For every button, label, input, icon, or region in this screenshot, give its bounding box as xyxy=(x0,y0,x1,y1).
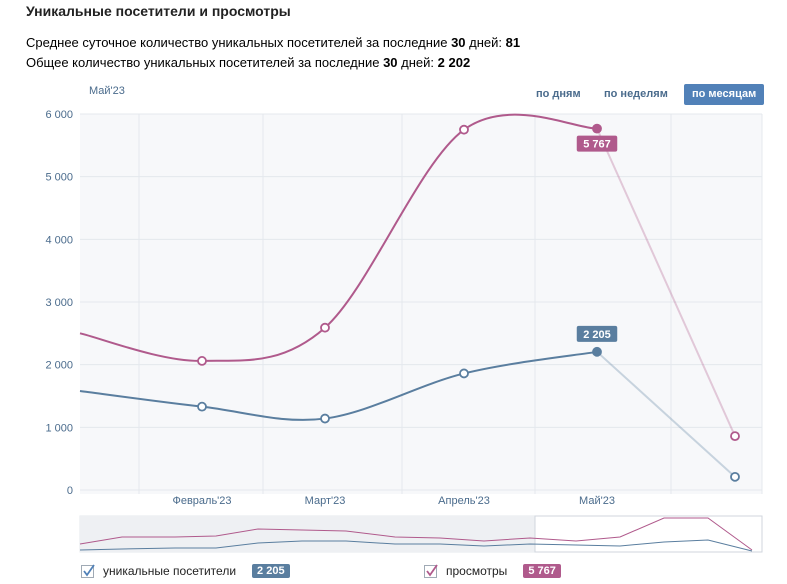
check-icon xyxy=(83,563,95,577)
y-tick-label: 3 000 xyxy=(45,297,73,309)
x-tick-label: Апрель'23 xyxy=(438,495,490,507)
y-tick-label: 1 000 xyxy=(45,422,73,434)
legend-item-visitors[interactable]: уникальные посетители 2 205 xyxy=(81,563,290,578)
average-daily-visitors: Среднее суточное количество уникальных п… xyxy=(26,35,521,50)
data-point-views[interactable] xyxy=(197,356,207,366)
data-point-views[interactable] xyxy=(730,431,740,442)
y-tick-label: 0 xyxy=(67,485,73,497)
data-point-visitors[interactable] xyxy=(320,413,330,424)
series-line-views xyxy=(79,113,598,362)
chart-title: Уникальные посетители и просмотры xyxy=(26,3,291,19)
y-tick-label: 2 000 xyxy=(45,360,73,372)
data-point-visitors[interactable] xyxy=(592,346,602,357)
y-tick-label: 6 000 xyxy=(45,109,73,121)
by-days-button[interactable]: по дням xyxy=(536,88,581,100)
period-label: Май'23 xyxy=(89,85,125,97)
tooltip-box-views xyxy=(576,135,618,152)
data-point-views[interactable] xyxy=(320,322,330,333)
y-tick-label: 5 000 xyxy=(45,172,73,184)
tooltip-box-visitors xyxy=(576,325,618,342)
data-point-views[interactable] xyxy=(592,123,602,134)
plot-area xyxy=(80,114,762,494)
series-line-forecast-views xyxy=(596,128,736,437)
series-line-forecast-visitors xyxy=(596,351,736,478)
data-point-visitors[interactable] xyxy=(459,368,469,379)
navigator-unselected-area xyxy=(80,516,535,552)
navigator-line-visitors xyxy=(79,539,753,552)
by-weeks-button[interactable]: по неделям xyxy=(604,88,668,100)
legend-badge-visitors: 2 205 xyxy=(252,564,290,578)
legend-badge-views: 5 767 xyxy=(523,564,561,578)
tooltip-label-views: 5 767 xyxy=(583,139,611,151)
data-point-views[interactable] xyxy=(459,124,469,135)
navigator-line-views xyxy=(79,517,753,551)
legend-label-views: просмотры xyxy=(446,564,508,578)
x-tick-label: Февраль'23 xyxy=(172,495,231,507)
check-icon xyxy=(426,563,438,577)
visitors-checkbox[interactable] xyxy=(81,563,95,578)
navigator-window[interactable] xyxy=(534,515,763,553)
x-tick-label: Май'23 xyxy=(579,495,615,507)
total-visitors: Общее количество уникальных посетителей … xyxy=(26,55,471,70)
data-point-visitors[interactable] xyxy=(730,471,740,482)
legend-item-views[interactable]: просмотры 5 767 xyxy=(424,563,561,578)
x-tick-label: Март'23 xyxy=(305,495,346,507)
y-tick-label: 4 000 xyxy=(45,234,73,246)
legend-label-visitors: уникальные посетители xyxy=(103,564,237,578)
line-chart: 0 1 000 2 000 3 000 4 000 5 000 6 000 Февраль'… xyxy=(45,109,763,553)
tooltip-label-visitors: 2 205 xyxy=(583,329,611,341)
data-point-visitors[interactable] xyxy=(197,401,207,412)
views-checkbox[interactable] xyxy=(424,563,438,578)
by-months-button[interactable]: по месяцам xyxy=(684,84,765,105)
